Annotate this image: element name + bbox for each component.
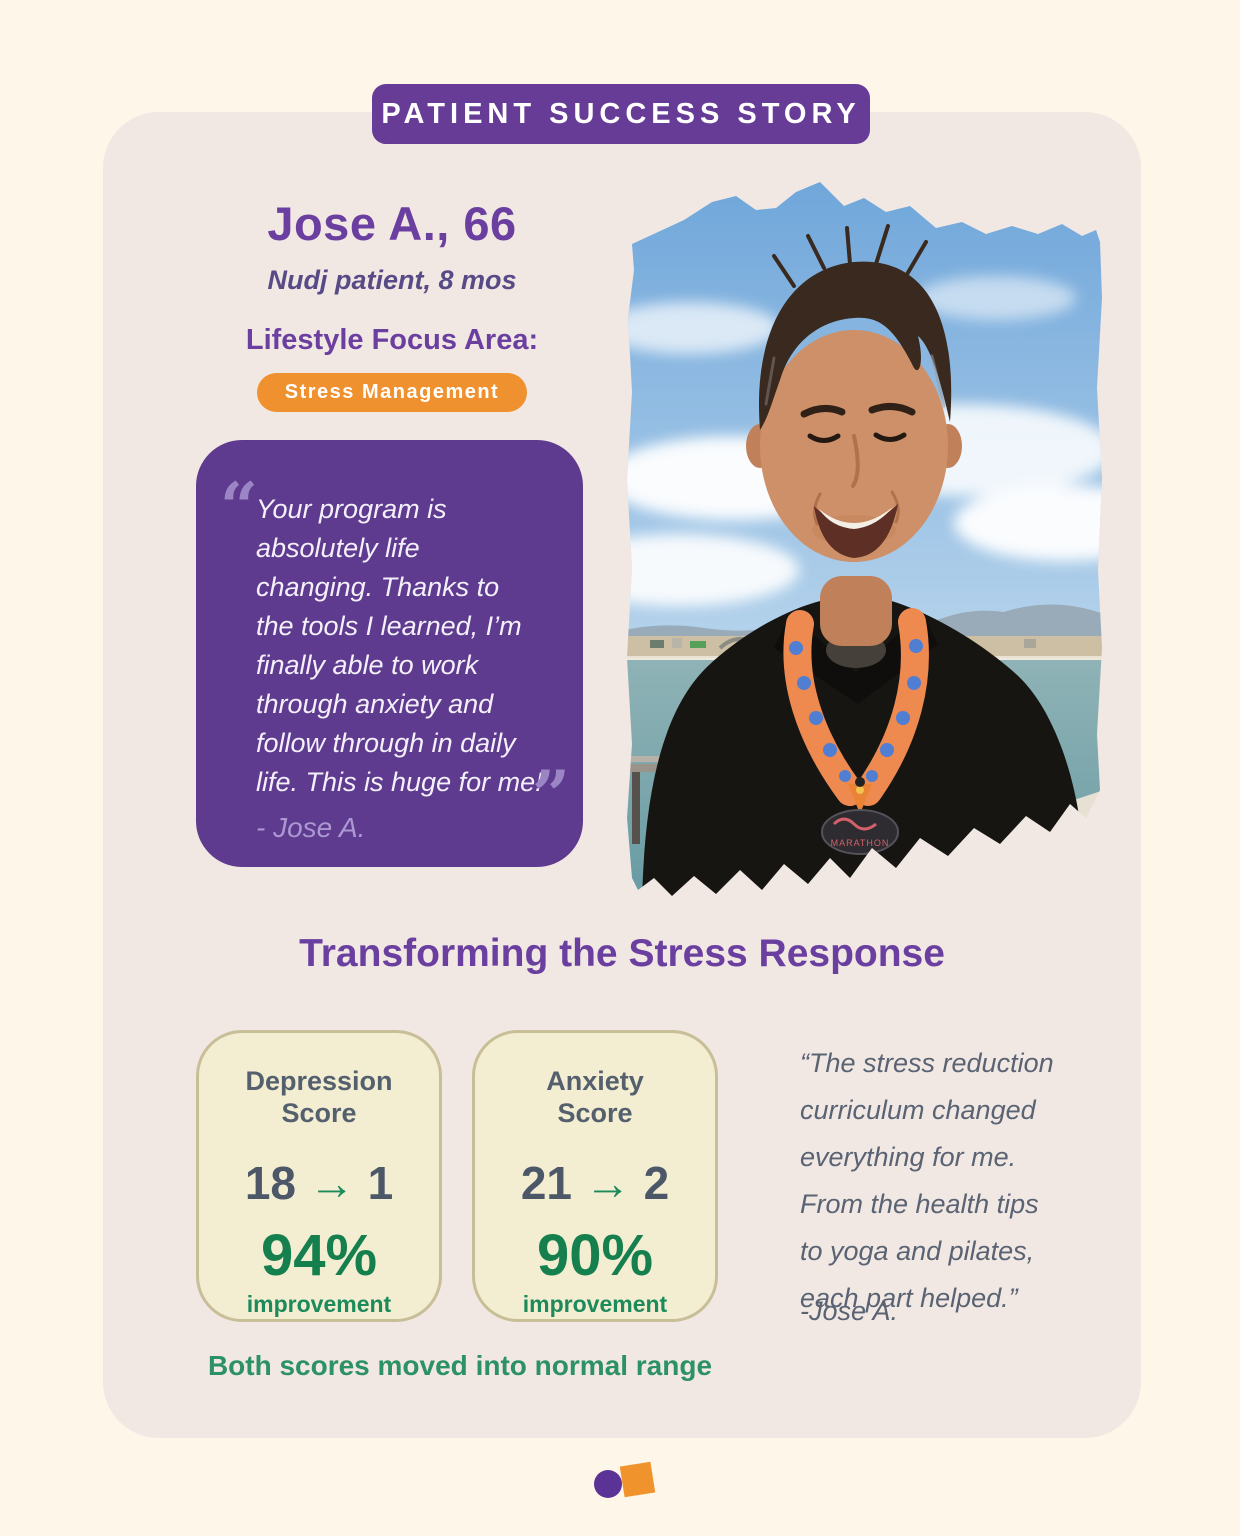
- depression-score-title: Depression Score: [245, 1066, 393, 1129]
- banner: PATIENT SUCCESS STORY: [372, 84, 870, 144]
- anxiety-to: 2: [643, 1156, 670, 1209]
- results-footnote: Both scores moved into normal range: [207, 1350, 713, 1381]
- patient-name: Jose A., 66: [267, 197, 517, 250]
- anxiety-caption: improvement: [522, 1290, 668, 1317]
- depression-score-card: Depression Score 18 → 1 94% improvement: [196, 1030, 442, 1322]
- focus-area-badge: Stress Management: [256, 373, 528, 412]
- face: [746, 330, 962, 562]
- testimonial-attribution: - Jose A.: [256, 812, 366, 843]
- focus-area-label: Lifestyle Focus Area:: [245, 324, 539, 356]
- arrow-right-icon: →: [584, 1156, 631, 1209]
- patient-photo: MARATHON: [624, 178, 1104, 906]
- collar: [774, 612, 938, 704]
- testimonial-text: Your program is absolutely life changing. …: [256, 494, 543, 797]
- depression-score-change: 18 → 1: [245, 1156, 393, 1210]
- depression-from: 18: [244, 1156, 296, 1209]
- banner-label: PATIENT SUCCESS STORY: [381, 97, 861, 130]
- hair: [758, 224, 952, 430]
- lanyard: [783, 608, 929, 806]
- side-quote-attribution: -Jose A.: [800, 1296, 899, 1326]
- anxiety-percent: 90%: [536, 1222, 654, 1288]
- testimonial-box: “ Your program is absolutely life changing…: [196, 440, 583, 867]
- depression-to: 1: [367, 1156, 394, 1209]
- anxiety-score-change: 21 → 2: [521, 1156, 669, 1210]
- results-heading: Transforming the Stress Response: [299, 932, 945, 975]
- neck: [820, 576, 892, 646]
- patient-photo-illustration: MARATHON: [627, 182, 1102, 896]
- brand-logo: [594, 1458, 684, 1506]
- depression-caption: improvement: [246, 1290, 392, 1317]
- patient-subtitle: Nudj patient, 8 mos: [267, 265, 517, 295]
- close-quote-icon: ”: [532, 756, 570, 834]
- anxiety-from: 21: [520, 1156, 572, 1209]
- anxiety-score-card: Anxiety Score 21 → 2 90% improvement: [472, 1030, 718, 1322]
- anxiety-score-title: Anxiety Score: [546, 1066, 644, 1129]
- patient-info: Jose A., 66 Nudj patient, 8 mos Lifestyl…: [182, 196, 602, 412]
- arrow-right-icon: →: [308, 1156, 355, 1209]
- medal: MARATHON: [821, 777, 899, 855]
- open-quote-icon: “: [220, 468, 258, 546]
- side-quote-text: “The stress reduction curriculum changed e…: [800, 1048, 1054, 1313]
- logo-square-icon: [619, 1461, 656, 1498]
- depression-percent: 94%: [260, 1222, 378, 1288]
- medal-text: MARATHON: [831, 838, 890, 848]
- logo-circle-icon: [594, 1470, 622, 1498]
